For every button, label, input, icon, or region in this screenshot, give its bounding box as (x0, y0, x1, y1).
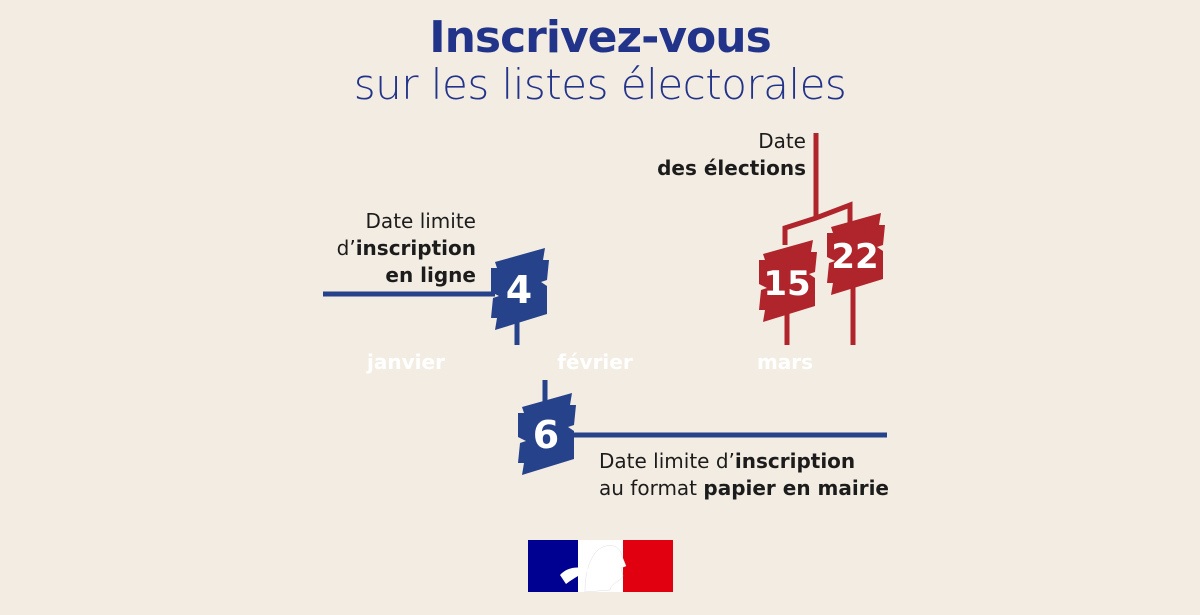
badge-election-round-1-day: 15 (763, 264, 810, 304)
badge-paper-deadline: 6 (518, 393, 576, 475)
paper-deadline-label: Date limite d’inscription au format papi… (599, 449, 889, 500)
badge-election-round-2: 22 (827, 213, 885, 295)
badge-paper-deadline-day: 6 (533, 413, 559, 457)
badge-election-round-2-day: 22 (831, 237, 878, 277)
month-mars: mars (756, 350, 814, 374)
badge-online-deadline: 4 (491, 248, 549, 330)
election-date-label: Date des élections (657, 129, 806, 180)
month-janvier: janvier (367, 350, 445, 374)
online-deadline-label: Date limite d’inscription en ligne (336, 209, 476, 287)
badge-election-round-1: 15 (759, 240, 817, 322)
month-fevrier: février (557, 350, 633, 374)
page-subtitle: sur les listes électorales (353, 60, 847, 109)
badge-online-deadline-day: 4 (506, 268, 532, 312)
page-title: Inscrivez-vous (429, 12, 772, 63)
